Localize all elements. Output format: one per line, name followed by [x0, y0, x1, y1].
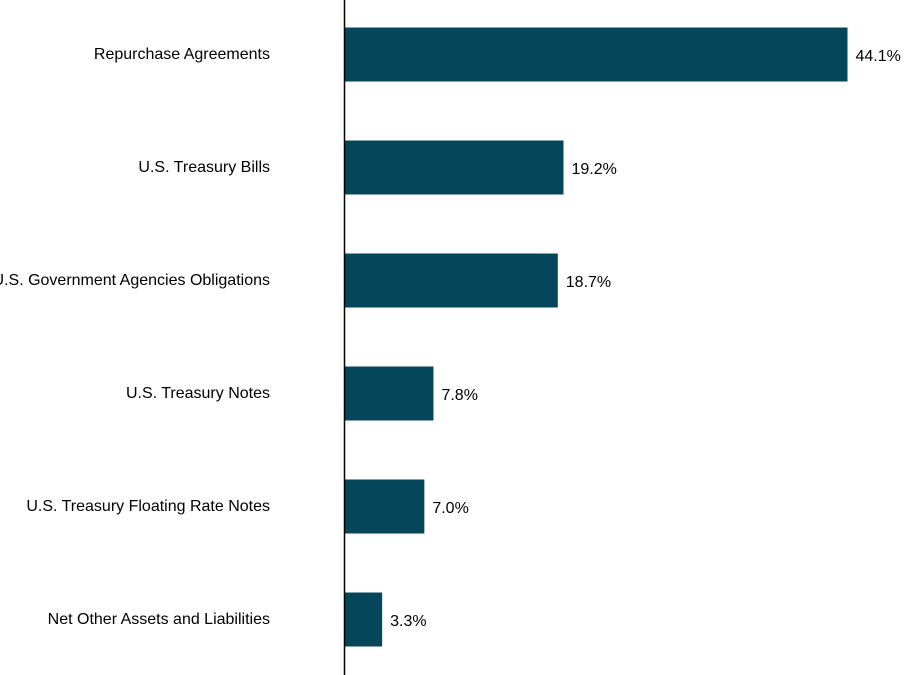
value-label-4: 7.0% — [432, 500, 468, 517]
value-label-5: 3.3% — [390, 613, 426, 630]
bar-2 — [344, 253, 558, 308]
category-labels-group: Repurchase Agreements U.S. Treasury Bills… — [0, 46, 270, 628]
bar-5 — [344, 592, 383, 647]
value-label-1: 19.2% — [571, 161, 616, 178]
value-label-2: 18.7% — [566, 274, 611, 291]
bar-0 — [344, 27, 848, 82]
bar-3 — [344, 366, 434, 421]
value-label-0: 44.1% — [856, 48, 901, 65]
bars-group — [344, 27, 848, 647]
category-label-0: Repurchase Agreements — [94, 46, 270, 63]
value-label-3: 7.8% — [441, 387, 477, 404]
category-label-3: U.S. Treasury Notes — [126, 385, 270, 402]
bar-4 — [344, 479, 425, 534]
category-label-1: U.S. Treasury Bills — [138, 159, 270, 176]
category-label-4: U.S. Treasury Floating Rate Notes — [26, 498, 270, 515]
category-label-5: Net Other Assets and Liabilities — [48, 611, 270, 628]
bar-1 — [344, 140, 564, 195]
value-labels-group: 44.1% 19.2% 18.7% 7.8% 7.0% 3.3% — [390, 48, 901, 630]
category-label-2: U.S. Government Agencies Obligations — [0, 272, 270, 289]
